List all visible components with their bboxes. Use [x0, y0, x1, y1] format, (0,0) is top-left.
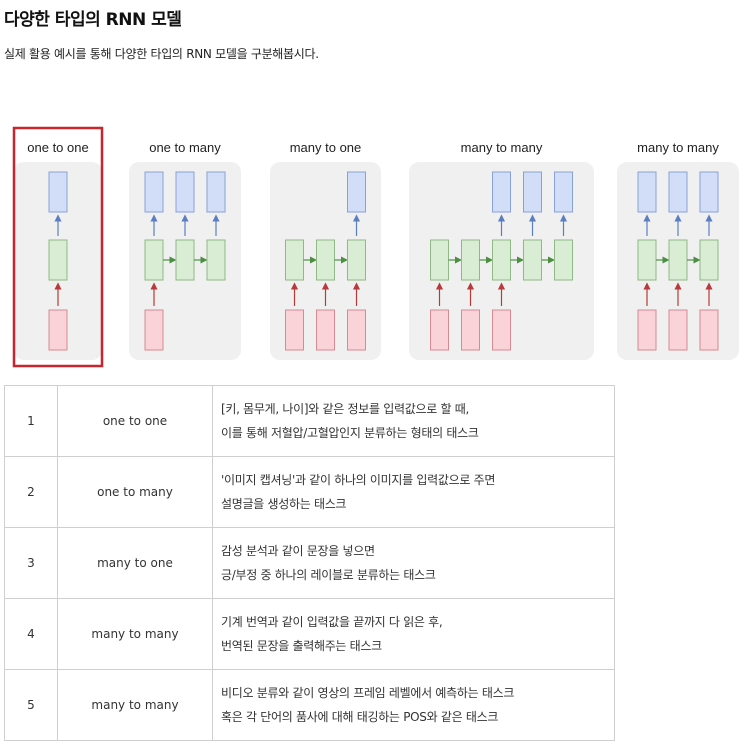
hidden-state-box [175, 239, 195, 281]
hidden-state-box [144, 239, 164, 281]
rnn-type-name: one to many [57, 456, 213, 528]
output-box [206, 171, 226, 213]
description-line: '이미지 캡셔닝'과 같이 하나의 이미지를 입력값으로 주면 [221, 473, 496, 487]
rnn-panel-one-to-many: one to many [129, 140, 241, 360]
output-box [492, 171, 511, 213]
description-line: 비디오 분류와 같이 영상의 프레임 레벨에서 예측하는 태스크 [221, 686, 515, 700]
description-line: 기계 번역과 같이 입력값을 끝까지 다 읽은 후, [221, 615, 443, 629]
row-number: 5 [4, 669, 58, 741]
rnn-type-name: many to one [57, 527, 213, 599]
panel-label: many to one [290, 140, 362, 155]
input-box [316, 309, 335, 351]
row-number: 1 [4, 385, 58, 457]
rnn-panel-many-to-many: many to many [617, 140, 739, 360]
rnn-type-description: [키, 몸무게, 나이]와 같은 정보를 입력값으로 할 때, 이를 통해 저혈압… [212, 385, 615, 457]
input-box [699, 309, 719, 351]
hidden-state-box [554, 239, 573, 281]
rnn-type-name: many to many [57, 598, 213, 670]
rnn-type-description: 기계 번역과 같이 입력값을 끝까지 다 읽은 후, 번역된 문장을 출력해주는 … [212, 598, 615, 670]
hidden-state-box [637, 239, 657, 281]
highlight-frame [12, 126, 104, 368]
input-box [430, 309, 449, 351]
panel-label: many to many [637, 140, 719, 155]
rnn-type-name: many to many [57, 669, 213, 741]
description-line: 번역된 문장을 출력해주는 태스크 [221, 639, 382, 653]
hidden-state-box [316, 239, 335, 281]
hidden-state-box [492, 239, 511, 281]
table-row: 3 many to one 감성 분석과 같이 문장을 넣으면 긍/부정 중 하나의 … [4, 527, 615, 599]
output-box [554, 171, 573, 213]
description-line: 긍/부정 중 하나의 레이블로 분류하는 태스크 [221, 568, 436, 582]
hidden-state-box [48, 239, 68, 281]
description-line: 감성 분석과 같이 문장을 넣으면 [221, 544, 375, 558]
page-title: 다양한 타입의 RNN 모델 [4, 10, 182, 30]
table-row: 4 many to many 기계 번역과 같이 입력값을 끝까지 다 읽은 후, 번… [4, 598, 615, 670]
panel-label: many to many [461, 140, 543, 155]
table-row: 1 one to one [키, 몸무게, 나이]와 같은 정보를 입력값으로 할 … [4, 385, 615, 457]
rnn-types-table-wrap: 1 one to one [키, 몸무게, 나이]와 같은 정보를 입력값으로 할 … [4, 385, 615, 741]
hidden-state-box [430, 239, 449, 281]
rnn-diagram-svg: one to one one to many many to one many to … [12, 126, 739, 368]
input-box [347, 309, 366, 351]
description-line: [키, 몸무게, 나이]와 같은 정보를 입력값으로 할 때, [221, 402, 469, 416]
output-box [523, 171, 542, 213]
rnn-panel-many-to-many: many to many [409, 140, 594, 360]
description-line: 혹은 각 단어의 품사에 대해 태깅하는 POS와 같은 태스크 [221, 710, 499, 724]
row-number: 3 [4, 527, 58, 599]
table-row: 5 many to many 비디오 분류와 같이 영상의 프레임 레벨에서 예측하… [4, 669, 615, 741]
output-box [699, 171, 719, 213]
page-subtitle: 실제 활용 예시를 통해 다양한 타입의 RNN 모델을 구분해봅시다. [4, 47, 319, 61]
hidden-state-box [523, 239, 542, 281]
panel-label: one to one [27, 140, 88, 155]
rnn-panel-one-to-one: one to one [12, 126, 104, 368]
output-box [347, 171, 366, 213]
rnn-type-name: one to one [57, 385, 213, 457]
rnn-types-diagram: one to one one to many many to one many to … [0, 120, 749, 370]
input-box [668, 309, 688, 351]
row-number: 2 [4, 456, 58, 528]
panel-label: one to many [149, 140, 221, 155]
input-box [461, 309, 480, 351]
row-number: 4 [4, 598, 58, 670]
input-box [144, 309, 164, 351]
table-row: 2 one to many '이미지 캡셔닝'과 같이 하나의 이미지를 입력값으로… [4, 456, 615, 528]
input-box [492, 309, 511, 351]
description-line: 이를 통해 저혈압/고혈압인지 분류하는 형태의 태스크 [221, 426, 479, 440]
description-line: 설명글을 생성하는 태스크 [221, 497, 347, 511]
input-box [285, 309, 304, 351]
hidden-state-box [461, 239, 480, 281]
hidden-state-box [206, 239, 226, 281]
rnn-panel-many-to-one: many to one [270, 140, 381, 360]
hidden-state-box [699, 239, 719, 281]
output-box [144, 171, 164, 213]
hidden-state-box [668, 239, 688, 281]
output-box [668, 171, 688, 213]
hidden-state-box [285, 239, 304, 281]
rnn-types-table: 1 one to one [키, 몸무게, 나이]와 같은 정보를 입력값으로 할 … [4, 385, 615, 741]
output-box [175, 171, 195, 213]
output-box [637, 171, 657, 213]
hidden-state-box [347, 239, 366, 281]
input-box [637, 309, 657, 351]
input-box [48, 309, 68, 351]
output-box [48, 171, 68, 213]
